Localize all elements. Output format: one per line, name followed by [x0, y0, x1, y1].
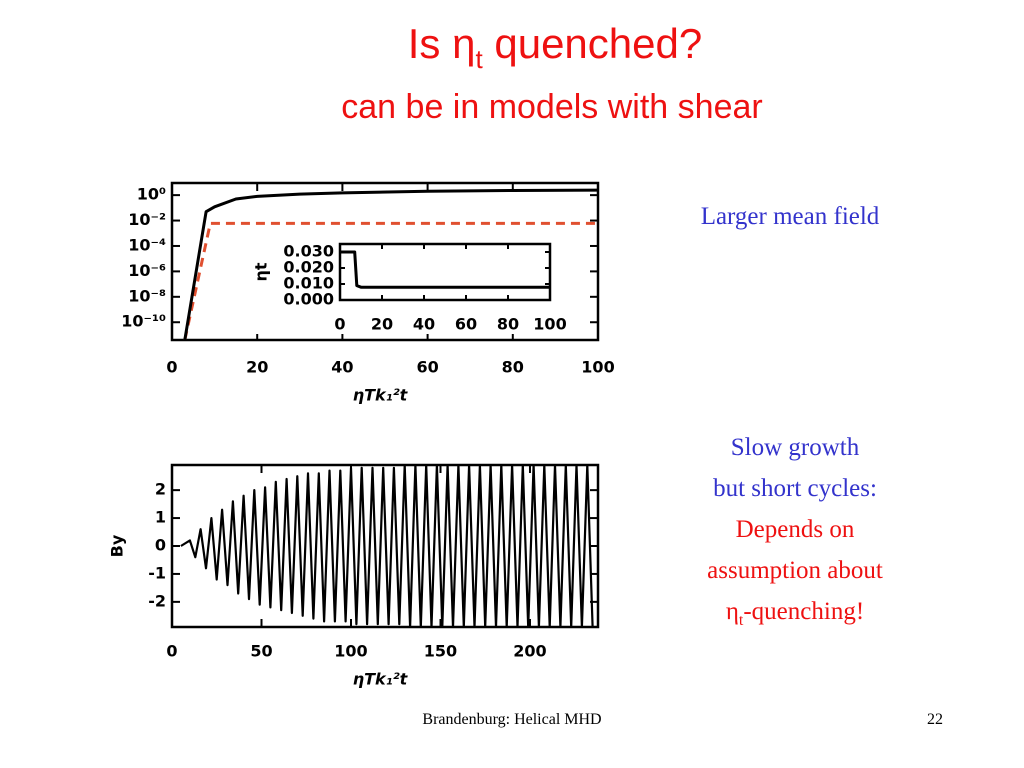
- title-text: Is η: [408, 20, 476, 67]
- data-line: [183, 188, 598, 340]
- x-tick-label: 80: [502, 358, 524, 377]
- x-tick-label: 100: [581, 358, 614, 377]
- data-line: [183, 221, 598, 340]
- x-tick-label: 40: [413, 315, 435, 334]
- x-tick-label: 60: [416, 358, 438, 377]
- note: Slow growth: [731, 434, 860, 461]
- plot-frame: [338, 242, 552, 302]
- plot-area: [183, 188, 598, 340]
- y-tick-label: 2: [155, 480, 166, 499]
- plot-area: [340, 250, 550, 289]
- y-tick-label: 10⁻⁶: [128, 261, 166, 280]
- x-tick-label: 60: [455, 315, 477, 334]
- y-tick-label: 0.030: [283, 242, 334, 261]
- note-text: η: [726, 598, 739, 625]
- page-number: 22: [927, 711, 943, 728]
- note-sub: t: [739, 612, 744, 629]
- x-tick-label: 0: [166, 642, 177, 661]
- y-tick-label: -2: [148, 591, 166, 610]
- x-tick-label: 40: [331, 358, 353, 377]
- note: Larger mean field: [701, 203, 880, 230]
- title-sub: t: [475, 44, 483, 74]
- y-tick-label: 10⁻²: [128, 210, 166, 229]
- y-axis-label: By: [108, 534, 127, 557]
- y-axis-label: ηt: [252, 262, 271, 281]
- y-tick-label: 10⁰: [137, 185, 166, 204]
- x-tick-label: 150: [424, 642, 457, 661]
- note: ηt-quenching!: [726, 598, 864, 629]
- x-axis-label: ηTk₁²t: [353, 386, 409, 405]
- y-tick-label: 1: [155, 508, 166, 527]
- plot-area: [180, 465, 594, 627]
- data-line: [340, 250, 550, 289]
- x-tick-label: 200: [513, 642, 546, 661]
- y-tick-label: 0.020: [283, 258, 334, 277]
- y-tick-label: 0.000: [283, 290, 334, 309]
- slide-subtitle: can be in models with shear: [341, 88, 762, 126]
- x-tick-label: 0: [334, 315, 345, 334]
- slide-title: Is ηt quenched?: [408, 20, 702, 74]
- note: assumption about: [707, 557, 883, 584]
- x-tick-label: 100: [533, 315, 566, 334]
- x-tick-label: 20: [246, 358, 268, 377]
- x-tick-label: 100: [334, 642, 367, 661]
- note-text: -quenching!: [743, 598, 864, 625]
- y-tick-label: 0: [155, 536, 166, 555]
- y-tick-label: 10⁻¹⁰: [121, 312, 166, 331]
- y-tick-label: 10⁻⁸: [128, 286, 166, 305]
- plot-frame: [170, 181, 600, 342]
- y-tick-label: 0.010: [283, 274, 334, 293]
- x-tick-label: 0: [166, 358, 177, 377]
- title-text: quenched?: [483, 20, 703, 67]
- x-tick-label: 20: [371, 315, 393, 334]
- x-tick-label: 50: [250, 642, 272, 661]
- y-tick-label: 10⁻⁴: [128, 235, 166, 254]
- data-line: [180, 465, 594, 627]
- x-tick-label: 80: [497, 315, 519, 334]
- x-axis-label: ηTk₁²t: [353, 670, 409, 689]
- note: but short cycles:: [713, 475, 877, 502]
- note: Depends on: [736, 516, 855, 543]
- footer: Brandenburg: Helical MHD: [422, 711, 601, 728]
- y-tick-label: -1: [148, 563, 166, 582]
